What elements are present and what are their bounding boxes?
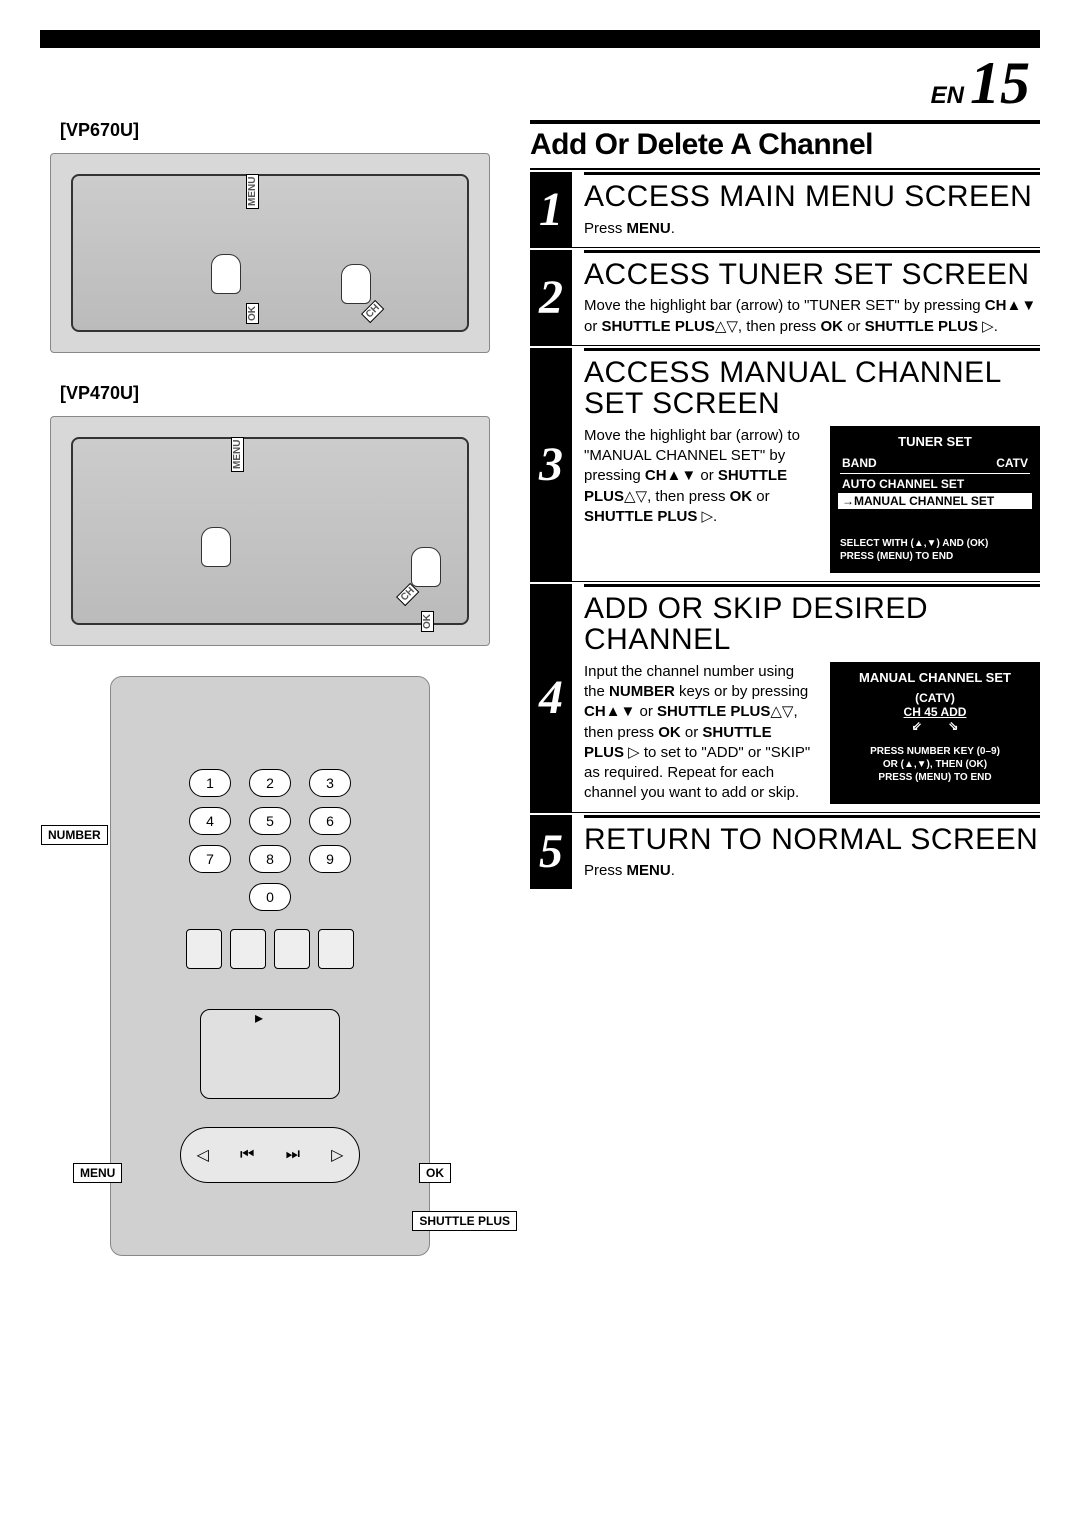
screen-title: TUNER SET (840, 434, 1030, 449)
step-5: 5 RETURN TO NORMAL SCREEN Press MENU. (530, 815, 1040, 890)
step-number: 3 (539, 437, 563, 492)
step-3: 3 ACCESS MANUAL CHANNEL SET SCREEN Move … (530, 348, 1040, 582)
page-lang-label: EN (931, 82, 964, 110)
remote-callout-number: NUMBER (41, 825, 108, 845)
num-3: 3 (309, 769, 351, 797)
step-body: Move the highlight bar (arrow) to "MANUA… (584, 426, 814, 573)
num-9: 9 (309, 845, 351, 873)
step-number: 5 (539, 824, 563, 879)
step-title: ACCESS MAIN MENU SCREEN (584, 181, 1040, 213)
step-number: 2 (539, 270, 563, 325)
step-title: ACCESS MANUAL CHANNEL SET SCREEN (584, 357, 1040, 420)
step-body: Press MENU. (584, 861, 1040, 881)
vcr2-menu-label: MENU (231, 437, 244, 472)
step-title: RETURN TO NORMAL SCREEN (584, 824, 1040, 856)
model-label-bottom: [VP470U] (60, 383, 500, 404)
remote-numpad: 1 2 3 4 5 6 7 8 9 0 (189, 769, 351, 911)
vcr-illustration-vp470u: MENU OK CH (50, 416, 490, 646)
remote-illustration: 1 2 3 4 5 6 7 8 9 0 (110, 676, 430, 1256)
model-label-top: [VP670U] (60, 120, 500, 141)
remote-callout-menu: MENU (73, 1163, 122, 1183)
vcr-ok-label: OK (246, 303, 259, 324)
num-8: 8 (249, 845, 291, 873)
screen-manual-channel-set: MANUAL CHANNEL SET (CATV) CH 45 ADD ⇙ ⇘ … (830, 662, 1040, 804)
vcr-illustration-vp670u: MENU OK CH (50, 153, 490, 353)
page-number: 15 (970, 56, 1030, 110)
num-7: 7 (189, 845, 231, 873)
num-1: 1 (189, 769, 231, 797)
step-body: Move the highlight bar (arrow) to "TUNER… (584, 296, 1040, 337)
vcr2-ok-label: OK (421, 611, 434, 632)
num-6: 6 (309, 807, 351, 835)
step-4: 4 ADD OR SKIP DESIRED CHANNEL Input the … (530, 584, 1040, 813)
step-2: 2 ACCESS TUNER SET SCREEN Move the highl… (530, 250, 1040, 346)
step-1: 1 ACCESS MAIN MENU SCREEN Press MENU. (530, 172, 1040, 248)
screen-tuner-set: TUNER SET BAND CATV AUTO CHANNEL SET →MA… (830, 426, 1040, 573)
step-title: ADD OR SKIP DESIRED CHANNEL (584, 593, 1040, 656)
screen-title: MANUAL CHANNEL SET (840, 670, 1030, 685)
num-5: 5 (249, 807, 291, 835)
step-title: ACCESS TUNER SET SCREEN (584, 259, 1040, 291)
remote-callout-ok: OK (419, 1163, 451, 1183)
num-0: 0 (249, 883, 291, 911)
num-2: 2 (249, 769, 291, 797)
top-black-bar (40, 30, 1040, 48)
num-4: 4 (189, 807, 231, 835)
section-title: Add Or Delete A Channel (530, 120, 1040, 170)
step-body: Input the channel number using the NUMBE… (584, 662, 814, 804)
remote-callout-shuttle: SHUTTLE PLUS (412, 1211, 517, 1231)
vcr-menu-label: MENU (246, 174, 259, 209)
step-body: Press MENU. (584, 219, 1040, 239)
step-number: 1 (539, 182, 563, 237)
page-header: EN 15 (40, 56, 1040, 110)
step-number: 4 (539, 670, 563, 725)
